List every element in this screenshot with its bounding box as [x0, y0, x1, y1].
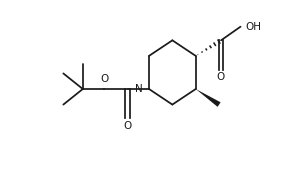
- Text: O: O: [100, 74, 108, 84]
- Text: N: N: [135, 84, 143, 94]
- Text: O: O: [216, 72, 224, 82]
- Polygon shape: [196, 89, 221, 107]
- Text: O: O: [123, 121, 132, 131]
- Text: OH: OH: [245, 22, 261, 32]
